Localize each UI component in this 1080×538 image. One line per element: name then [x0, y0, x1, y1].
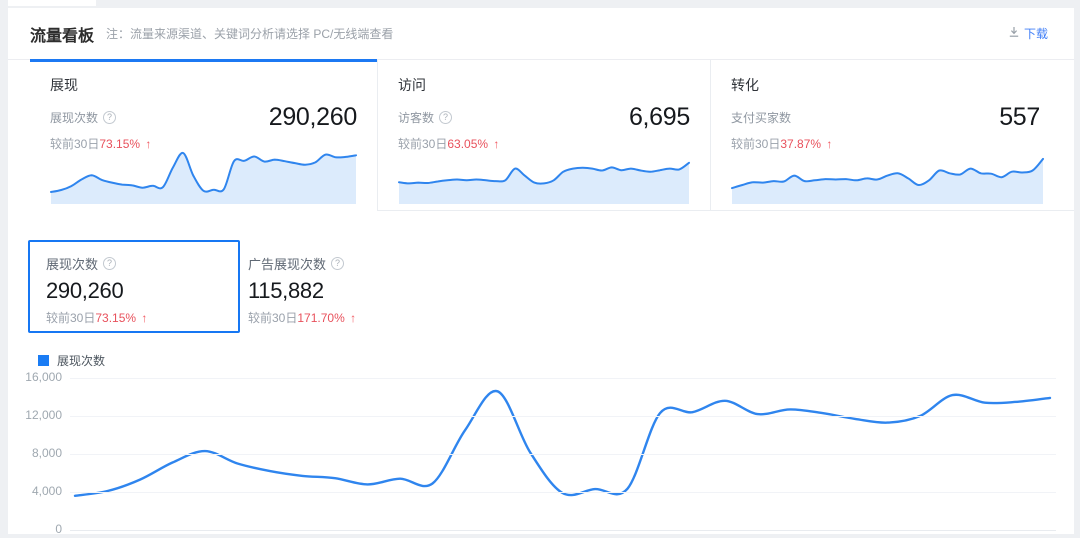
- gridline: [70, 492, 1056, 493]
- impressions-sparkline: [50, 150, 357, 205]
- sparkline-line: [398, 161, 690, 185]
- traffic-dashboard-panel: 流量看板 注：流量来源渠道、关键词分析请选择 PC/无线端查看 下载 展现 展现…: [8, 8, 1074, 536]
- metric-box-ad-impressions[interactable]: 广告展现次数 ? 115,882 较前30日171.70% ↑: [230, 240, 442, 333]
- metric-label: 支付买家数: [731, 111, 792, 125]
- card-title: 访问: [398, 77, 426, 93]
- metric-box-impressions[interactable]: 展现次数 ? 290,260 较前30日73.15% ↑: [28, 240, 240, 333]
- change-row: 较前30日63.05% ↑: [398, 137, 500, 151]
- up-arrow-icon: ↑: [141, 311, 148, 325]
- legend-marker: [38, 355, 49, 366]
- legend-label: 展现次数: [57, 354, 106, 368]
- y-axis-label: 12,000: [25, 408, 62, 422]
- metric-box-value: 115,882: [248, 278, 324, 303]
- metric-value: 557: [999, 103, 1040, 131]
- tab-card-visits[interactable]: 访问 访客数 ? 6,695 较前30日63.05% ↑: [377, 60, 710, 211]
- sparkline-area: [732, 158, 1043, 204]
- sparkline-area: [51, 152, 356, 204]
- y-axis-label: 4,000: [31, 484, 62, 498]
- sparkline-line: [50, 151, 357, 193]
- up-arrow-icon: ↑: [493, 137, 500, 151]
- impressions-trend-chart[interactable]: [70, 378, 1056, 534]
- info-icon[interactable]: ?: [103, 111, 117, 124]
- tab-card-conversion[interactable]: 转化 支付买家数 557 较前30日37.87% ↑: [710, 60, 1074, 211]
- chart-legend[interactable]: 展现次数: [38, 352, 105, 369]
- metric-value: 6,695: [628, 103, 690, 131]
- page-title: 流量看板: [30, 27, 95, 45]
- conversion-sparkline: [731, 150, 1044, 205]
- metric-label: 展现次数 ?: [50, 109, 117, 126]
- up-arrow-icon: ↑: [826, 137, 833, 151]
- up-arrow-icon: ↑: [145, 137, 152, 151]
- download-button[interactable]: 下载: [1008, 25, 1048, 42]
- gridline: [70, 416, 1056, 417]
- change-row: 较前30日37.87% ↑: [731, 137, 833, 151]
- change-row: 较前30日73.15% ↑: [50, 137, 152, 151]
- sparkline-line: [731, 157, 1044, 190]
- metric-box-change: 较前30日73.15% ↑: [46, 311, 148, 325]
- info-icon[interactable]: ?: [331, 257, 345, 270]
- page-top-notch: [8, 0, 96, 6]
- gridline: [70, 454, 1056, 455]
- header-note: 注：流量来源渠道、关键词分析请选择 PC/无线端查看: [106, 27, 394, 41]
- metric-box-label: 展现次数 ?: [46, 254, 222, 273]
- gridline: [70, 530, 1056, 531]
- y-axis-label: 16,000: [25, 370, 62, 384]
- info-icon[interactable]: ?: [439, 111, 453, 124]
- y-axis-label: 8,000: [31, 446, 62, 460]
- download-label: 下载: [1023, 27, 1048, 41]
- visits-sparkline: [398, 150, 690, 205]
- impressions-trend-line: [73, 390, 1052, 497]
- summary-cards-row: 展现 展现次数 ? 290,260 较前30日73.15% ↑ 访问 访客数: [8, 60, 1074, 211]
- download-icon: [1008, 26, 1020, 41]
- metric-box-change: 较前30日171.70% ↑: [248, 311, 357, 325]
- y-axis-label: 0: [55, 522, 62, 536]
- dashboard-header: 流量看板 注：流量来源渠道、关键词分析请选择 PC/无线端查看 下载: [8, 8, 1074, 60]
- card-title: 展现: [50, 77, 78, 93]
- card-title: 转化: [731, 77, 759, 93]
- metric-label: 访客数 ?: [398, 109, 453, 126]
- tab-card-impressions[interactable]: 展现 展现次数 ? 290,260 较前30日73.15% ↑: [30, 60, 377, 211]
- y-axis-labels: 16,000 12,000 8,000 4,000 0: [8, 370, 66, 538]
- metric-value: 290,260: [268, 103, 358, 131]
- metric-box-label: 广告展现次数 ?: [248, 254, 424, 273]
- info-icon[interactable]: ?: [103, 257, 117, 270]
- gridline: [70, 378, 1056, 379]
- up-arrow-icon: ↑: [350, 311, 357, 325]
- metric-box-value: 290,260: [46, 278, 124, 303]
- active-tab-indicator: [30, 59, 377, 62]
